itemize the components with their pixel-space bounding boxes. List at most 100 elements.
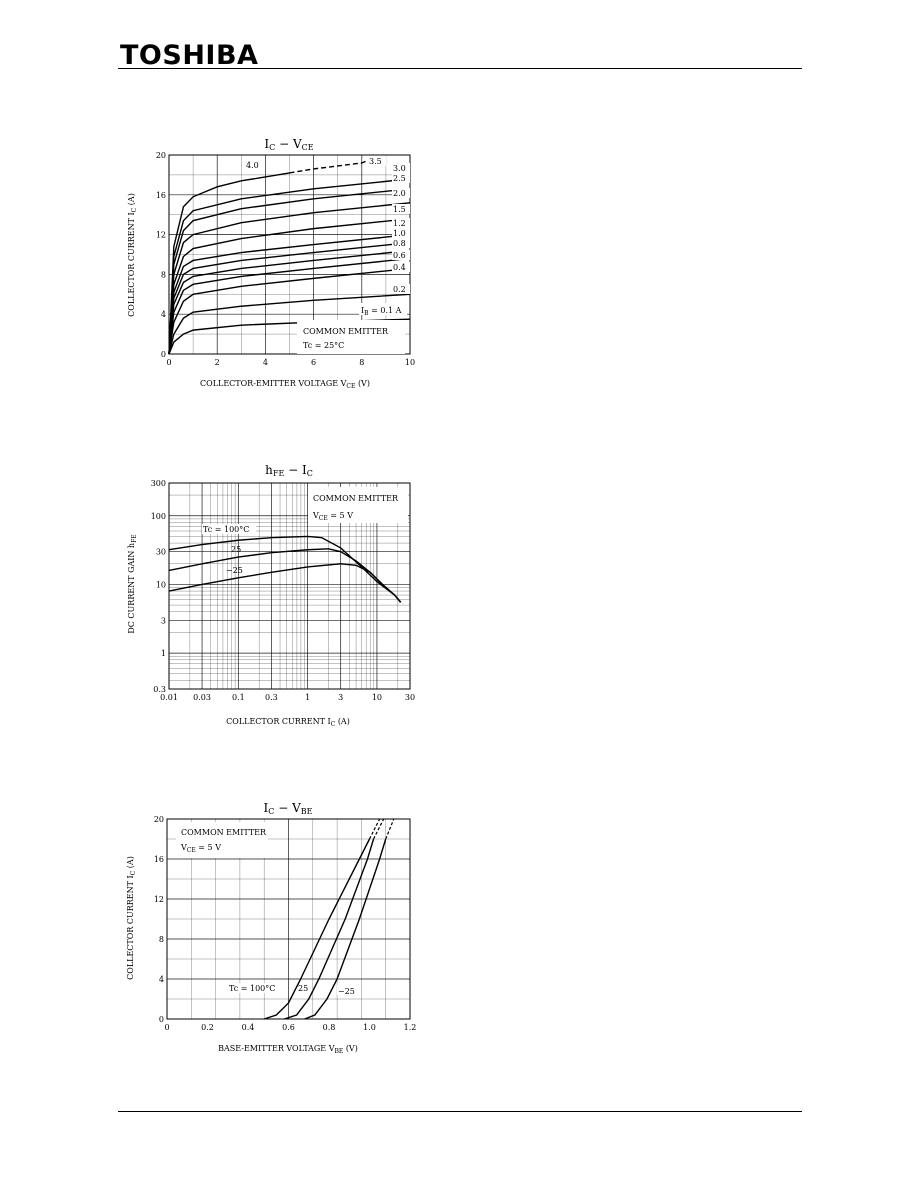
x-tick-label: 0 (166, 358, 171, 367)
x-tick-label: 2 (215, 358, 220, 367)
series-line (168, 257, 411, 355)
y-tick-label: 8 (159, 935, 164, 944)
curve-label-bg (392, 163, 410, 173)
curve-label: 0.6 (393, 251, 406, 260)
annotation-line-1: COMMON EMITTER (313, 494, 399, 503)
annotation-line-2: VCE = 5 V (180, 843, 221, 854)
curve-label: Tc = 100°C (229, 984, 275, 993)
curve-label: 25 (231, 545, 241, 554)
y-axis-label: COLLECTOR CURRENT IC (A) (126, 856, 137, 980)
curve-label-bg (392, 238, 410, 248)
y-tick-label: 3 (161, 616, 166, 625)
x-tick-label: 0.3 (265, 693, 278, 702)
y-tick-label: 1 (161, 649, 166, 658)
curve-label-bg (392, 228, 410, 238)
curve-label-bg (337, 985, 357, 995)
curve-label: −25 (226, 566, 243, 575)
x-tick-label: 0 (164, 1023, 169, 1032)
y-tick-label: 4 (161, 310, 166, 319)
y-tick-label: 20 (154, 815, 164, 824)
chart-title: hFE − IC (265, 463, 313, 478)
x-tick-label: 0.01 (160, 693, 178, 702)
ic-vbe-chart: IC − VBE Tc = 100°C 25 −25 0 0.2 0.4 0.6 0.8 1.… (126, 801, 416, 1055)
series-line (289, 158, 372, 174)
x-axis-label: COLLECTOR CURRENT IC (A) (226, 717, 350, 728)
curve-label: 3.0 (393, 164, 406, 173)
y-tick-label: 0 (159, 1015, 164, 1024)
curve-label: −25 (338, 987, 355, 996)
ic-vce-chart: IC − VCE 4.0 3.5 3.02.5 2.0 1.5 1.21.00.8 0.6 0… (127, 137, 415, 390)
curve-label-bg (228, 983, 280, 993)
y-tick-label: 0 (161, 350, 166, 359)
series-line (168, 563, 402, 603)
annotation-line-2: VCE = 5 V (312, 511, 353, 522)
series-line (168, 267, 411, 355)
curve-label: 4.0 (246, 161, 259, 170)
x-tick-label: 0.03 (193, 693, 211, 702)
annotation-line-1: COMMON EMITTER (303, 327, 389, 336)
x-tick-label: 1 (305, 693, 310, 702)
curve-label: 1.0 (393, 229, 406, 238)
curve-label-bg (392, 173, 410, 183)
series-line (168, 293, 411, 355)
chart-title: IC − VCE (264, 137, 313, 152)
x-tick-label: 6 (311, 358, 316, 367)
y-tick-label: 20 (156, 151, 166, 160)
x-tick-label: 10 (372, 693, 382, 702)
x-tick-label: 4 (263, 358, 268, 367)
x-tick-label: 1.2 (404, 1023, 417, 1032)
x-tick-label: 1.0 (363, 1023, 376, 1032)
series-line-extension (385, 818, 395, 840)
curve-label-bg (245, 160, 263, 170)
ib-label: IB = 0.1 A (361, 306, 402, 317)
series-line-extension (368, 818, 381, 840)
curve-label-bg (392, 262, 410, 272)
annotation-line-1: COMMON EMITTER (181, 828, 267, 837)
annotation-box (308, 487, 408, 523)
x-tick-label: 0.2 (201, 1023, 214, 1032)
curve-label: 2.5 (393, 174, 406, 183)
series-line (168, 548, 402, 603)
annotation-line-2: Tc = 25°C (303, 341, 344, 350)
curve-label-bg (392, 188, 410, 198)
curve-label: 1.5 (393, 205, 406, 214)
y-tick-label: 16 (154, 855, 164, 864)
series-line-extension (373, 818, 385, 840)
x-axis-label: BASE-EMITTER VOLTAGE VBE (V) (218, 1044, 358, 1055)
footer-rule (118, 1111, 802, 1112)
hfe-ic-chart: hFE − IC Tc = 100°C 25 −25 0.01 0.03 0.1 0.3 1… (127, 463, 415, 728)
curve-label-bg (392, 284, 410, 294)
y-tick-label: 16 (156, 191, 166, 200)
curve-label-bg (368, 156, 386, 166)
y-tick-label: 12 (156, 231, 166, 240)
curve-label: 3.5 (369, 157, 382, 166)
curve-label-bg (202, 524, 256, 534)
series-line (263, 838, 371, 1020)
y-tick-label: 300 (151, 479, 166, 488)
annotation-box (297, 320, 405, 354)
y-axis-label: COLLECTOR CURRENT IC (A) (127, 193, 138, 317)
header-rule (118, 68, 802, 69)
y-axis-label: DC CURRENT GAIN hFE (127, 534, 138, 633)
x-tick-label: 10 (405, 358, 415, 367)
x-tick-label: 30 (405, 693, 415, 702)
series-line (168, 535, 402, 603)
y-tick-label: 100 (151, 512, 166, 521)
y-tick-label: 12 (154, 895, 164, 904)
curve-label: 0.4 (393, 263, 406, 272)
brand-logo: TOSHIBA (120, 40, 259, 71)
x-tick-label: 0.8 (323, 1023, 336, 1032)
curve-label-bg (392, 204, 410, 214)
curve-label: 25 (298, 984, 308, 993)
chart-title: IC − VBE (264, 801, 313, 816)
curve-label-bg (392, 218, 410, 228)
x-axis-label: COLLECTOR-EMITTER VOLTAGE VCE (V) (200, 379, 370, 390)
annotation-box (176, 822, 268, 858)
series-line (168, 172, 290, 355)
series-line (284, 838, 375, 1020)
y-tick-label: 8 (161, 270, 166, 279)
x-tick-label: 8 (359, 358, 364, 367)
curve-label: Tc = 100°C (203, 525, 249, 534)
curve-label: 0.8 (393, 239, 406, 248)
